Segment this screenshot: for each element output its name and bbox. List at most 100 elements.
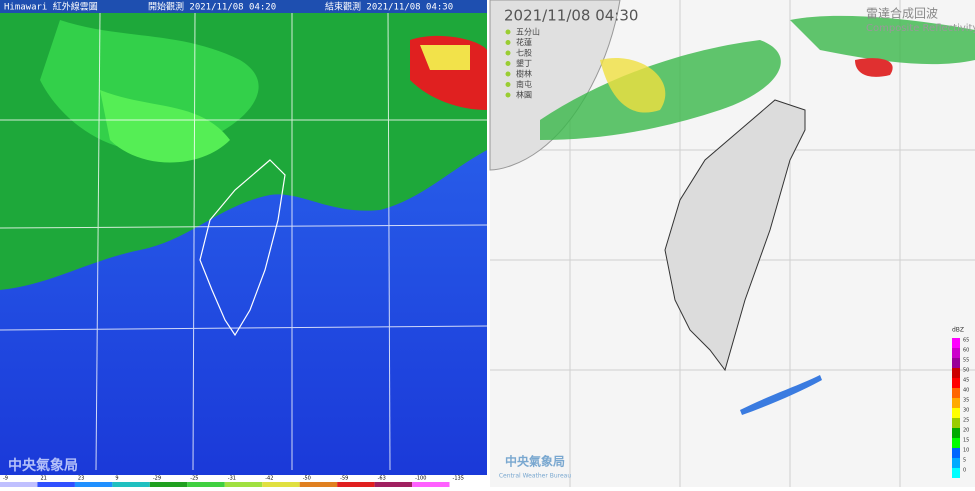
title: Himawari 紅外線雲圖 (4, 1, 98, 13)
satellite-panel: Himawari 紅外線雲圖 開始觀測 2021/11/08 04:20 結束觀… (0, 0, 488, 487)
colorbar-swatch (37, 482, 75, 487)
subheading: Composite Reflectivity (866, 23, 975, 34)
colorbar-swatch (0, 482, 38, 487)
station-dot (505, 61, 511, 66)
dbz-swatch (952, 358, 960, 368)
station-dot (505, 50, 511, 56)
dbz-tick: 15 (963, 438, 969, 444)
dbz-tick: 35 (963, 398, 969, 404)
colorbar-label: -135 (453, 476, 464, 482)
station-name: 七股 (516, 49, 532, 58)
colorbar-label: -63 (378, 476, 386, 482)
station-dot (505, 29, 511, 35)
timestamp: 2021/11/08 04:30 (504, 7, 638, 25)
dbz-tick: 25 (963, 418, 969, 424)
logo: 中央氣象局 (8, 457, 78, 474)
station-name: 五分山 (516, 27, 540, 37)
grid-line (0, 224, 488, 229)
dbz-swatch (952, 348, 960, 358)
dbz-tick: 30 (963, 408, 969, 414)
station-dot (505, 40, 511, 45)
grid-line (0, 325, 488, 331)
station-name: 南屯 (516, 79, 532, 89)
station-name: 墾丁 (516, 58, 532, 68)
colorbar-label: -29 (153, 476, 161, 482)
logo-en: Central Weather Bureau (499, 473, 572, 480)
station-name: 林園 (516, 90, 532, 100)
colorbar-label: 9 (115, 476, 118, 482)
dbz-swatch (952, 468, 960, 478)
dbz-tick: 0 (963, 468, 966, 474)
cloud-core (100, 90, 230, 163)
heading: 雷達合成回波 (866, 6, 938, 21)
grid-line (387, 11, 391, 471)
echo-red (855, 58, 893, 77)
grid-line (192, 11, 196, 471)
dbz-tick: 65 (963, 338, 969, 344)
dbz-swatch (952, 438, 960, 448)
colorbar-swatch (112, 482, 150, 487)
logo: 中央氣象局 (505, 454, 565, 469)
radar-panel: 2021/11/08 04:30 雷達合成回波 Composite Reflec… (489, 0, 975, 487)
colorbar-label: -100 (415, 476, 426, 482)
grid-line (95, 11, 101, 471)
dbz-swatch (952, 428, 960, 438)
dbz-tick: 20 (963, 428, 969, 434)
dbz-swatch (952, 398, 960, 408)
colorbar-label: -25 (190, 476, 198, 482)
colorbar-label: -31 (228, 476, 236, 482)
colorbar-swatch (149, 482, 188, 487)
colorbar-swatch (412, 482, 450, 487)
station-dot (505, 82, 511, 87)
colorbar-label: -59 (340, 476, 348, 482)
dbz-swatch (952, 408, 960, 418)
start-time: 開始觀測 2021/11/08 04:20 (148, 1, 276, 13)
colorbar-label: -9 (3, 476, 8, 482)
colorbar-swatch (224, 482, 263, 487)
station-dot (505, 92, 511, 98)
echo-core (600, 58, 666, 113)
colorbar: -9 21 23 9 -29 -25 -31 -42 -50 -59 -63 -100 -135 (0, 476, 487, 487)
dbz-tick: 5 (963, 458, 966, 464)
echo-line (740, 375, 822, 415)
colorbar-swatch (187, 482, 225, 487)
dbz-swatch (952, 338, 960, 348)
colorbar-label: 23 (78, 476, 84, 482)
colorbar-label: 21 (40, 476, 46, 482)
station-name: 樹林 (516, 69, 532, 79)
dbz-swatch (952, 368, 960, 378)
colorbar-swatch (299, 482, 338, 487)
colorbar-swatch (74, 482, 113, 487)
end-time: 結束觀測 2021/11/08 04:30 (325, 1, 453, 13)
dbz-tick: 55 (963, 358, 969, 364)
graticule (0, 11, 488, 471)
dbz-tick: 60 (963, 348, 969, 354)
dbz-swatch (952, 388, 960, 398)
colorbar-swatch (449, 482, 487, 487)
storm-yellow (420, 45, 470, 70)
station-dot (505, 71, 511, 77)
colorbar-swatch (374, 482, 413, 487)
dbz-swatch (952, 448, 960, 458)
colorbar-swatch (337, 482, 375, 487)
dbz-swatch (952, 378, 960, 388)
taiwan-outline (199, 159, 286, 337)
header-bar (0, 0, 487, 13)
colorbar-label: -50 (303, 476, 311, 482)
taiwan (664, 99, 806, 372)
dbz-tick: 45 (963, 378, 969, 384)
dbz-swatch (952, 418, 960, 428)
station-name: 花蓮 (516, 37, 532, 47)
echo-band (790, 15, 975, 65)
colorbar-label: -42 (265, 476, 273, 482)
dbz-tick: 40 (963, 388, 969, 394)
dbz-tick: 10 (963, 448, 969, 454)
colorbar-swatch (262, 482, 300, 487)
dbz-swatch (952, 458, 960, 468)
dbz-tick: 50 (963, 368, 969, 374)
dbz-unit: dBZ (952, 327, 964, 334)
